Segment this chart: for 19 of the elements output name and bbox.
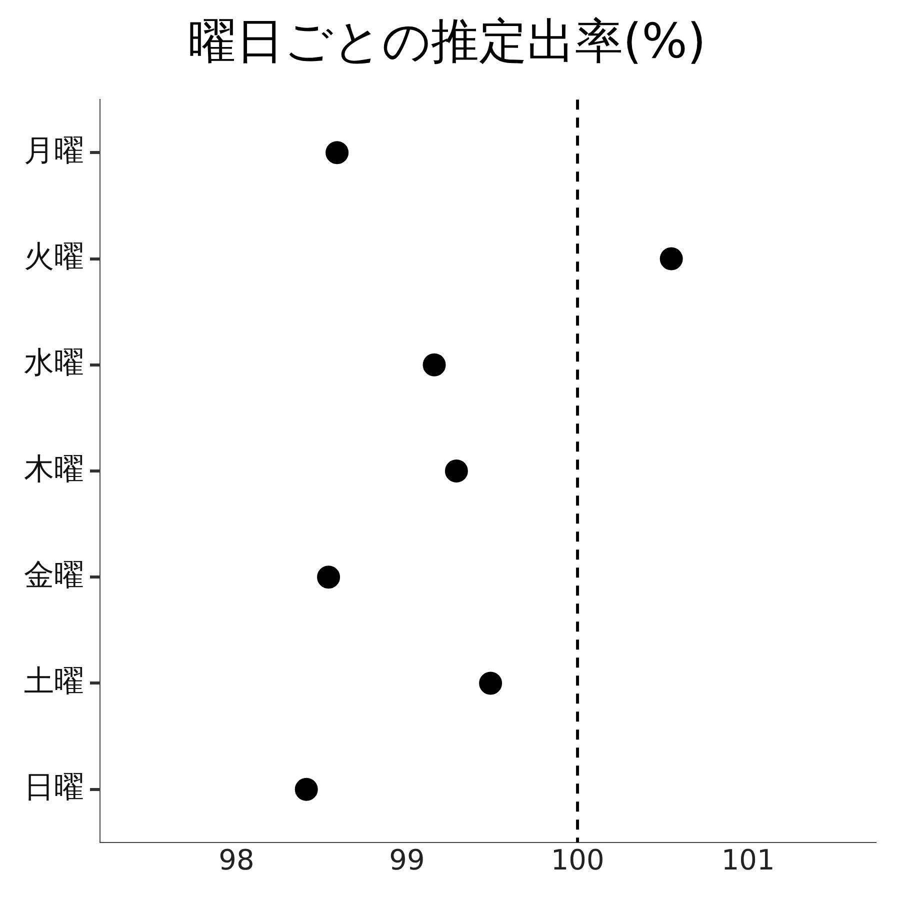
- y-tick-label: 月曜: [24, 133, 84, 168]
- point: [422, 353, 446, 376]
- point: [294, 778, 318, 801]
- point: [326, 141, 349, 164]
- point: [660, 247, 683, 270]
- x-tick-label: 100: [550, 843, 604, 876]
- y-tick-label: 水曜: [24, 346, 84, 381]
- x-tick-label: 99: [389, 843, 425, 876]
- y-tick-label: 火曜: [24, 240, 84, 275]
- point: [444, 460, 468, 482]
- y-tick-label: 金曜: [24, 558, 84, 593]
- x-tick-label: 101: [721, 843, 775, 876]
- y-tick-label: 日曜: [24, 770, 84, 806]
- point: [317, 566, 340, 589]
- x-tick-label: 98: [218, 843, 254, 876]
- y-tick-label: 木曜: [24, 452, 84, 487]
- y-tick-label: 土曜: [24, 664, 84, 700]
- chart-title: 曜日ごとの推定出率(%): [188, 13, 706, 70]
- point: [479, 672, 502, 695]
